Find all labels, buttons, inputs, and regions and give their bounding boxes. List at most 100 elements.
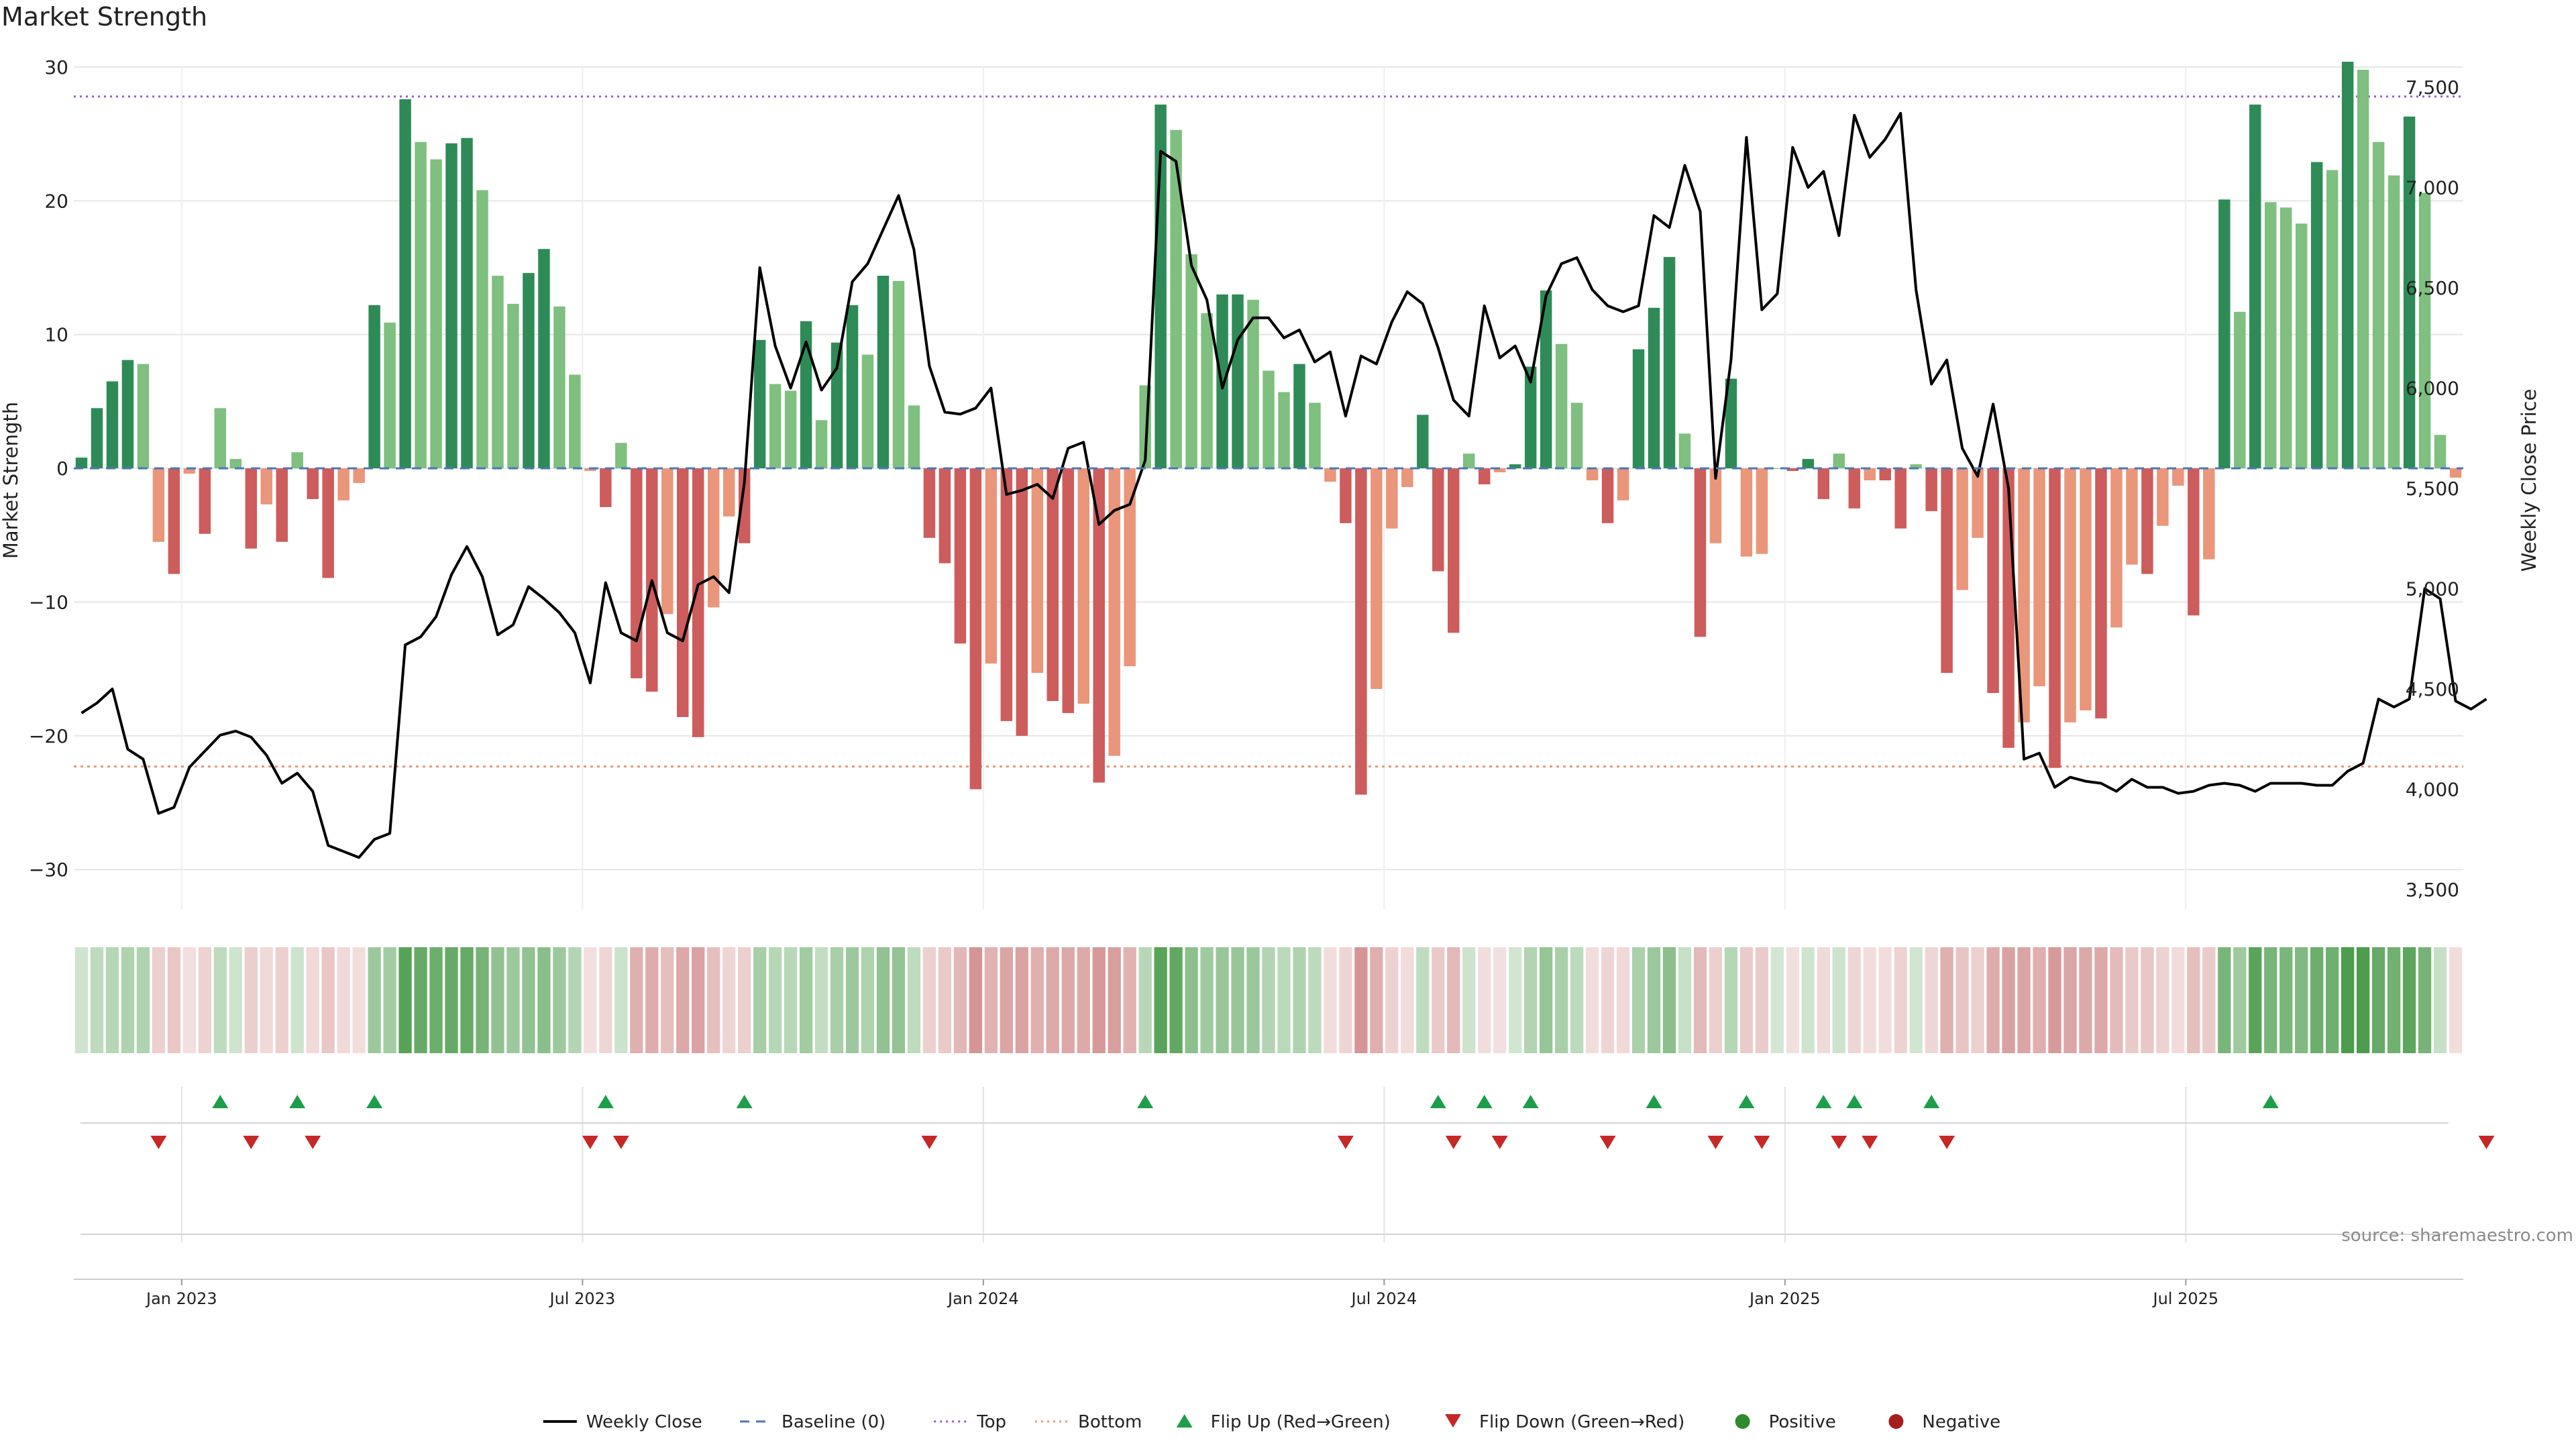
flip-markers (80, 1087, 2495, 1242)
strength-bar (1000, 468, 1013, 721)
flip-up-marker (1815, 1095, 1832, 1108)
legend: Weekly Close Baseline (0) Top Bottom Flip Up… (543, 1412, 2000, 1432)
strength-bar (2372, 142, 2385, 469)
strength-heat-strip (74, 947, 2463, 1053)
strength-strip-cell (1662, 947, 1676, 1053)
legend-label: Flip Up (Red→Green) (1211, 1412, 1391, 1432)
strength-strip-cell (814, 947, 828, 1053)
y-tick-left-label: −20 (29, 725, 68, 747)
strength-strip-cell (260, 947, 273, 1053)
legend-label: Baseline (0) (782, 1412, 885, 1432)
strength-strip-cell (1709, 947, 1723, 1053)
strength-strip-cell (121, 947, 135, 1053)
flip-down-marker (1445, 1136, 1462, 1149)
strength-strip-cell (1385, 947, 1399, 1053)
strength-strip-cell (1786, 947, 1799, 1053)
strength-strip-cell (1308, 947, 1322, 1053)
strength-bar (538, 249, 550, 469)
strength-bar (75, 458, 88, 469)
y-axis-label-right: Weekly Close Price (2518, 389, 2540, 572)
strength-bar (722, 468, 735, 517)
strength-bar (2295, 223, 2308, 469)
strength-strip-cell (938, 947, 952, 1053)
strength-bar (1185, 254, 1197, 469)
strength-strip-cell (414, 947, 427, 1053)
strength-bar (2434, 435, 2447, 469)
strength-bars (75, 62, 2462, 795)
strength-strip-cell (1739, 947, 1754, 1053)
strength-strip-cell (876, 947, 890, 1053)
strength-bar (600, 468, 612, 507)
strength-strip-cell (2449, 947, 2463, 1053)
strength-strip-cell (2218, 947, 2231, 1053)
strength-strip-cell (1493, 947, 1507, 1053)
legend-swatch-dot (1888, 1414, 1904, 1429)
strength-strip-cell (2063, 947, 2077, 1053)
strength-bar (1894, 468, 1907, 529)
weekly-close-line-group (74, 111, 2487, 859)
strength-strip-cell (1847, 947, 1861, 1053)
flip-up-marker (597, 1095, 614, 1108)
strength-strip-cell (244, 947, 258, 1053)
strength-strip-cell (1832, 947, 1845, 1053)
y-tick-left-label: 0 (56, 458, 68, 480)
strength-bar (2310, 162, 2323, 469)
strength-strip-cell (290, 947, 304, 1053)
strength-strip-cell (2433, 947, 2447, 1053)
strength-bar (677, 468, 689, 717)
strength-bar (2234, 311, 2246, 469)
strength-bar (121, 360, 134, 469)
strength-strip-cell (522, 947, 535, 1053)
strength-strip-cell (90, 947, 104, 1053)
strength-strip-cell (2156, 947, 2169, 1053)
legend-item: Flip Down (Green→Red) (1445, 1412, 1684, 1432)
strength-strip-cell (1693, 947, 1707, 1053)
strength-bar (1570, 402, 1583, 469)
chart-title: Market Strength (1, 2, 207, 32)
strength-bar (1740, 468, 1753, 557)
strength-bar (229, 459, 242, 469)
strength-bar (368, 305, 380, 469)
strength-bar (1601, 468, 1614, 523)
flip-down-marker (1491, 1136, 1508, 1149)
flip-down-marker (921, 1136, 938, 1149)
strength-strip-cell (2017, 947, 2031, 1053)
strength-strip-cell (907, 947, 921, 1053)
weekly-close-line (80, 111, 2487, 859)
strength-strip-cell (969, 947, 983, 1053)
strength-bar (1509, 464, 1521, 469)
legend-item: Flip Up (Red→Green) (1176, 1412, 1391, 1432)
strength-bar (152, 468, 165, 542)
legend-item: Positive (1735, 1412, 1836, 1432)
flip-up-marker (1846, 1095, 1863, 1108)
strength-strip-cell (306, 947, 319, 1053)
strength-bar (168, 468, 180, 574)
strength-strip-cell (953, 947, 967, 1053)
strength-strip-cell (1046, 947, 1059, 1053)
strength-strip-cell (1200, 947, 1214, 1053)
strength-bar (1293, 364, 1305, 469)
y-tick-left-label: 30 (44, 56, 68, 78)
strength-strip-cell (1061, 947, 1075, 1053)
strength-bar (2403, 116, 2416, 469)
strength-bar (908, 405, 920, 469)
strength-bar (1694, 468, 1707, 637)
strength-strip-cell (352, 947, 366, 1053)
strength-strip-cell (398, 947, 412, 1053)
strength-bar (353, 468, 365, 484)
strength-strip-cell (1631, 947, 1646, 1053)
strength-bar (1124, 468, 1136, 667)
strength-bar (1093, 468, 1105, 783)
strength-bar (985, 468, 998, 664)
strength-strip-cell (491, 947, 504, 1053)
strength-strip-cell (105, 947, 119, 1053)
strength-bar (1309, 402, 1321, 469)
strength-bar (2018, 468, 2030, 722)
strength-bar (1016, 468, 1028, 736)
strength-strip-cell (1863, 947, 1876, 1053)
strength-bar (784, 390, 797, 469)
strength-strip-cell (2264, 947, 2277, 1053)
strength-bar (738, 468, 751, 543)
strength-strip-cell (1986, 947, 2000, 1053)
strength-bar (1925, 468, 1937, 511)
